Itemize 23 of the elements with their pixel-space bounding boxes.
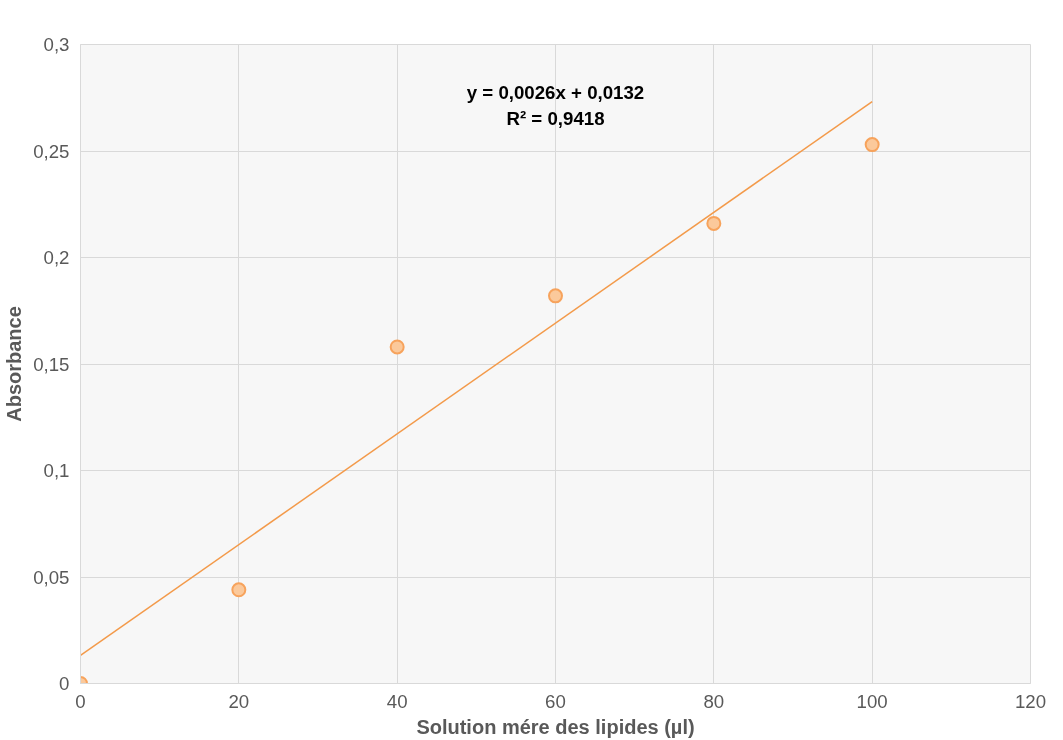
x-tick-label: 40 <box>386 690 408 712</box>
y-tick-label: 0,2 <box>43 247 70 268</box>
y-axis-title: Absorbance <box>3 306 26 422</box>
x-tick-label: 120 <box>1014 690 1047 712</box>
y-tick-label: 0,15 <box>33 353 70 375</box>
annotation: y = 0,0026x + 0,0132 <box>466 81 645 103</box>
y-tick-label: 0,25 <box>33 140 70 162</box>
point <box>864 137 880 153</box>
annotation: R² = 0,9418 <box>506 107 605 129</box>
point <box>231 582 247 598</box>
x-axis-title: Solution mére des lipides (µl) <box>416 715 695 738</box>
y-tick-label: 0,3 <box>43 34 70 55</box>
y-tick-label: 0 <box>59 673 70 694</box>
point <box>706 215 722 231</box>
x-tick-label: 60 <box>545 690 566 712</box>
x-tick-label: 100 <box>856 690 888 712</box>
point <box>548 288 563 304</box>
y-tick-label: 0,1 <box>43 460 70 481</box>
x-tick-label: 80 <box>703 690 725 712</box>
x-tick-label: 0 <box>75 690 86 712</box>
point <box>389 339 405 355</box>
y-tick-label: 0,05 <box>33 566 70 588</box>
x-tick-label: 20 <box>228 690 250 712</box>
